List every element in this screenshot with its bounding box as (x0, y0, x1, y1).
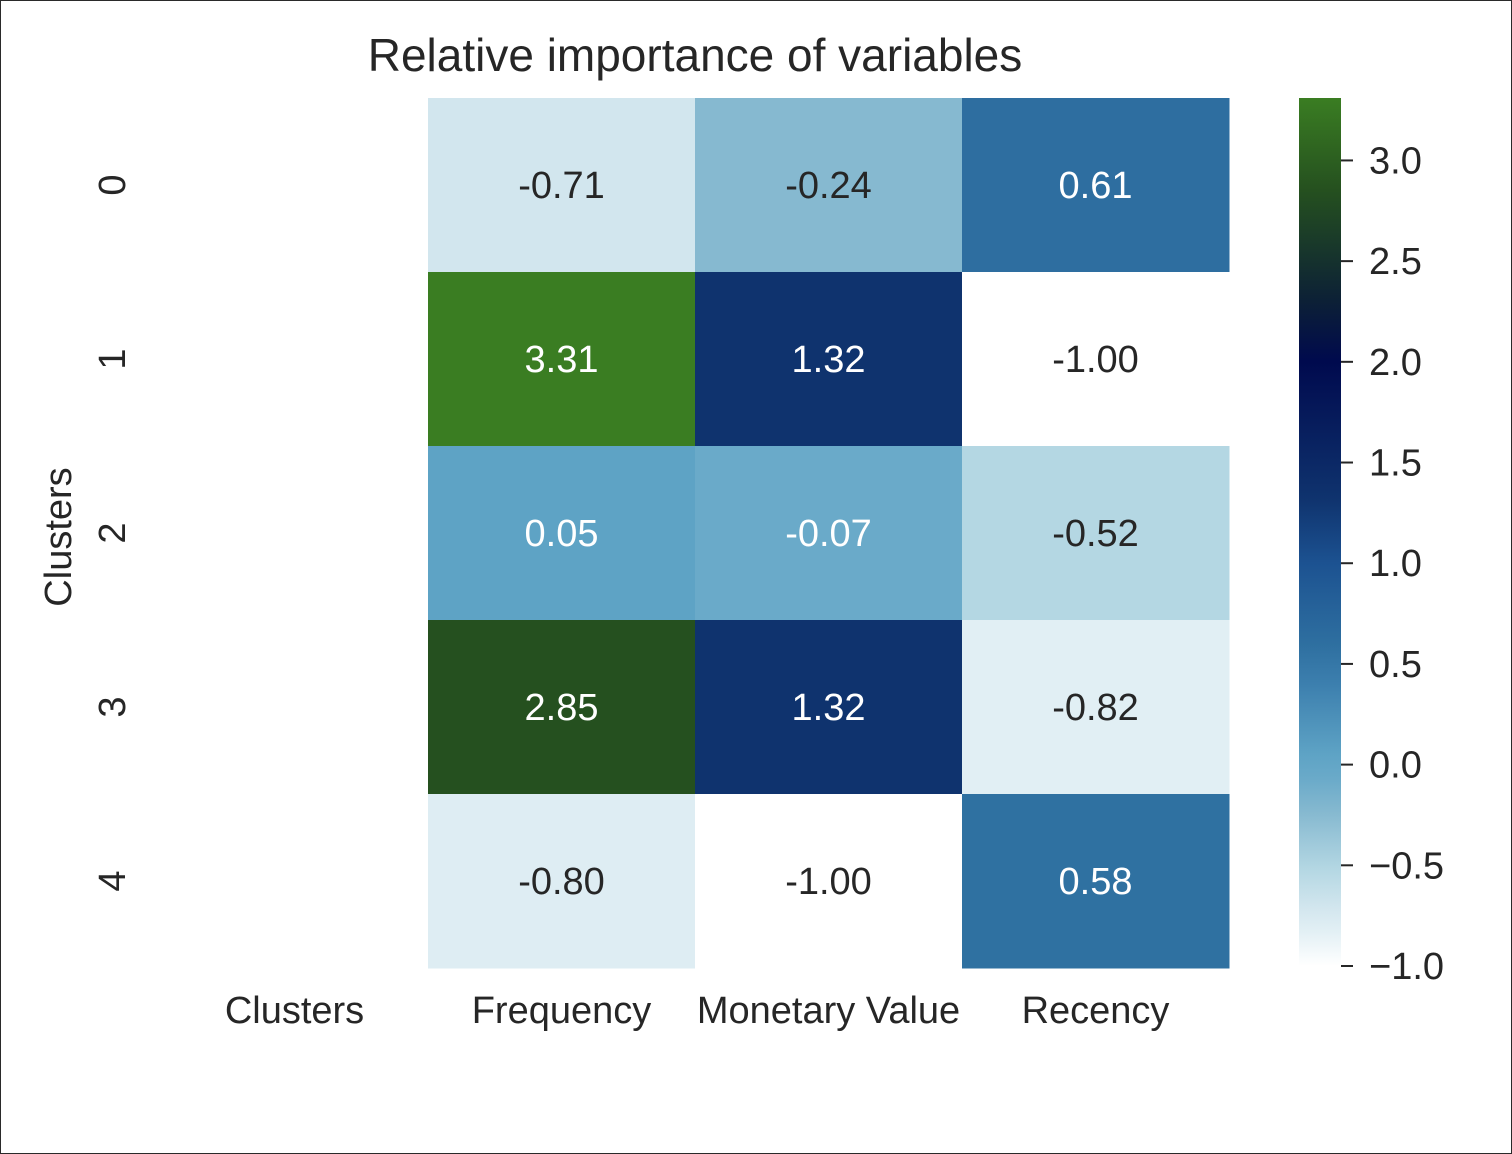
heatmap-cell (695, 272, 963, 447)
cell-value-label: -1.00 (785, 861, 872, 903)
cell-value-label: -0.80 (518, 861, 605, 903)
colorbar-tick-label: 1.5 (1369, 443, 1422, 485)
colorbar-ticks: 3.0 2.5 2.0 1.5 1.0 0.5 0.0 −0.5 −1.0 (1341, 140, 1444, 988)
heatmap-cell (428, 620, 696, 795)
y-tick-label: 2 (92, 522, 134, 543)
colorbar-tick-label: −1.0 (1369, 946, 1444, 988)
cell-value-label: -0.24 (785, 165, 872, 207)
heatmap-cell (962, 98, 1230, 273)
y-tick-label: 4 (92, 870, 134, 891)
y-axis-tick-labels: 0 1 2 3 4 (92, 174, 134, 891)
cell-value-label: -0.52 (1052, 513, 1139, 555)
colorbar-tick-label: −0.5 (1369, 845, 1444, 887)
y-tick-label: 3 (92, 696, 134, 717)
colorbar-tick-label: 1.0 (1369, 543, 1422, 585)
heatmap-cell (428, 98, 696, 273)
cell-value-label: 2.85 (525, 687, 599, 729)
x-tick-label: Monetary Value (697, 990, 960, 1032)
cell-value-label: 1.32 (792, 339, 866, 381)
cell-value-labels: -0.71 -0.24 0.61 3.31 1.32 -1.00 0.05 -0.07 -0.5… (518, 165, 1139, 903)
heatmap-cell (695, 620, 963, 795)
cell-value-label: 0.05 (525, 513, 599, 555)
heatmap-cell (695, 98, 963, 273)
cell-value-label: -0.71 (518, 165, 605, 207)
x-axis-tick-labels: Clusters Frequency Monetary Value Recency (225, 990, 1170, 1032)
y-tick-label: 0 (92, 174, 134, 195)
y-axis-label: Clusters (38, 467, 80, 606)
heatmap-cell (695, 446, 963, 621)
x-tick-label: Frequency (472, 990, 652, 1032)
cell-value-label: -1.00 (1052, 339, 1139, 381)
y-tick-label: 1 (92, 348, 134, 369)
heatmap-cell (428, 272, 696, 447)
heatmap-cell (428, 446, 696, 621)
heatmap-cell (695, 794, 963, 969)
heatmap-cell (428, 794, 696, 969)
heatmap-cell (962, 794, 1230, 969)
colorbar-tick-label: 0.0 (1369, 745, 1422, 787)
colorbar-tick-label: 0.5 (1369, 644, 1422, 686)
colorbar-tick-label: 3.0 (1369, 140, 1422, 182)
heatmap-cell (962, 620, 1230, 795)
x-tick-label: Recency (1022, 990, 1170, 1032)
cell-value-label: 0.58 (1059, 861, 1133, 903)
x-tick-label: Clusters (225, 990, 364, 1032)
colorbar (1299, 98, 1341, 966)
heatmap-cells (428, 98, 1230, 969)
cell-value-label: 3.31 (525, 339, 599, 381)
heatmap-cell (962, 446, 1230, 621)
cell-value-label: 0.61 (1059, 165, 1133, 207)
cell-value-label: 1.32 (792, 687, 866, 729)
heatmap-cell (962, 272, 1230, 447)
cell-value-label: -0.82 (1052, 687, 1139, 729)
cell-value-label: -0.07 (785, 513, 872, 555)
chart-title: Relative importance of variables (368, 29, 1023, 81)
colorbar-tick-label: 2.5 (1369, 241, 1422, 283)
colorbar-tick-label: 2.0 (1369, 342, 1422, 384)
